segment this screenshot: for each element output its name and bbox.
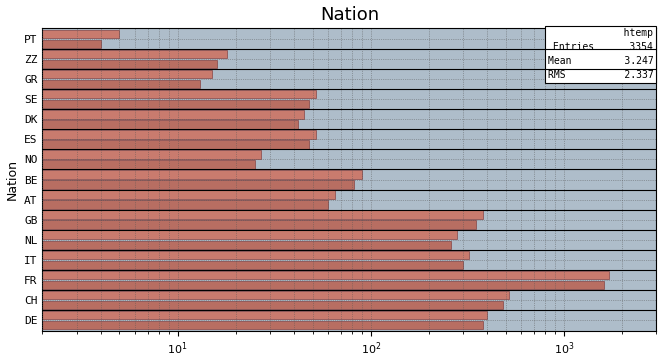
Bar <box>0 281 604 289</box>
Bar <box>0 80 200 88</box>
Bar <box>0 60 217 68</box>
Bar <box>0 50 227 58</box>
Bar <box>0 130 316 139</box>
Bar <box>0 311 487 319</box>
Title: Nation: Nation <box>320 5 379 24</box>
Bar <box>0 150 261 159</box>
Y-axis label: Nation: Nation <box>5 159 19 200</box>
Bar <box>0 170 362 179</box>
Bar <box>0 190 335 199</box>
Bar <box>0 180 354 189</box>
Bar <box>0 70 212 78</box>
Bar <box>0 211 483 219</box>
Bar <box>0 301 502 309</box>
Bar <box>0 200 328 209</box>
Bar <box>0 30 119 38</box>
Bar <box>0 100 309 109</box>
Bar <box>0 231 457 239</box>
Bar <box>0 220 476 229</box>
Bar <box>0 120 298 129</box>
Bar <box>0 90 316 98</box>
Bar <box>0 271 609 279</box>
Bar <box>0 241 451 249</box>
Bar <box>0 321 483 329</box>
Bar <box>0 250 469 259</box>
Bar <box>0 40 101 48</box>
Bar <box>0 291 509 299</box>
Text: htemp
Entries      3354
Mean         3.247
RMS          2.337: htemp Entries 3354 Mean 3.247 RMS 2.337 <box>547 28 653 81</box>
Bar <box>0 261 463 269</box>
Bar <box>0 140 309 148</box>
Bar <box>0 160 254 169</box>
Bar <box>0 110 304 118</box>
